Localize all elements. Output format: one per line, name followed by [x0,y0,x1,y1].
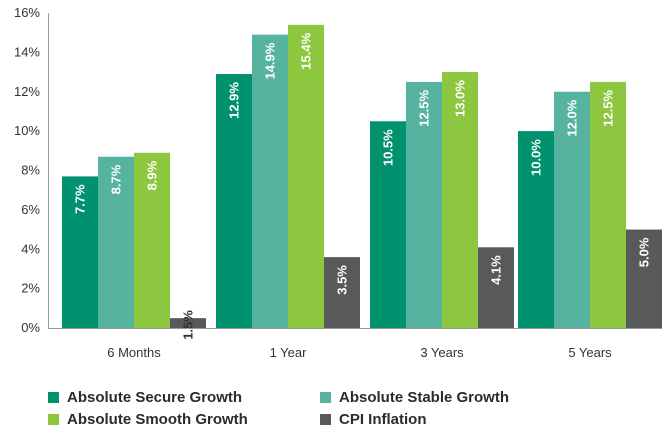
bar [370,121,406,328]
bar-group: 10.0% 12.0% 12.5% 5.0% [518,81,662,328]
legend-swatch [320,391,331,403]
bar [288,24,324,328]
y-tick-label: 0% [21,320,40,335]
data-label: 15.4% [299,32,314,69]
bar-groups: 7.7% 8.7% 8.9% 1.5% 12.9% 14.9% 15.4% 3.5% 10.5%… [62,24,662,340]
data-label: 8.7% [109,164,124,194]
bar [62,176,98,328]
data-label: 10.5% [381,129,396,166]
x-tick-label: 1 Year [270,345,308,360]
y-tick-label: 14% [14,44,40,59]
x-axis: 6 Months 1 Year 3 Years 5 Years [107,345,612,360]
legend-item: Absolute Stable Growth [320,388,580,406]
data-label: 10.0% [529,139,544,176]
bar [406,81,442,328]
bar [554,91,590,328]
legend-swatch [320,413,331,425]
bar [170,318,206,328]
legend-label: Absolute Smooth Growth [67,410,248,428]
y-axis: 0% 2% 4% 6% 8% 10% 12% 14% 16% [14,5,40,335]
data-label: 12.5% [417,89,432,126]
data-label: 12.5% [601,89,616,126]
bar [216,74,252,328]
data-label: 7.7% [73,184,88,214]
x-tick-label: 5 Years [568,345,612,360]
legend-label: Absolute Stable Growth [339,388,510,406]
x-tick-label: 3 Years [420,345,464,360]
bar-group: 10.5% 12.5% 13.0% 4.1% [370,72,514,328]
y-tick-label: 4% [21,241,40,256]
y-tick-label: 2% [21,281,40,296]
legend-item: Absolute Smooth Growth [48,410,320,428]
legend-label: Absolute Secure Growth [67,388,243,406]
legend-item: Absolute Secure Growth [48,388,320,406]
bar-group: 12.9% 14.9% 15.4% 3.5% [216,24,360,328]
bar-group: 7.7% 8.7% 8.9% 1.5% [62,152,206,340]
data-label: 14.9% [263,42,278,79]
y-tick-label: 16% [14,5,40,20]
bar [134,152,170,328]
y-tick-label: 10% [14,123,40,138]
data-label: 1.5% [181,310,196,340]
bar-chart: 0% 2% 4% 6% 8% 10% 12% 14% 16% 7.7% 8.7% 8.9% 1.5% 1… [14,5,662,360]
bar [478,247,514,328]
legend: Absolute Secure Growth Absolute Stable Gr… [48,388,608,428]
y-tick-label: 12% [14,84,40,99]
legend-swatch [48,413,59,425]
legend-item: CPI Inflation [320,410,580,428]
bar [442,72,478,328]
x-tick-label: 6 Months [107,345,161,360]
data-label: 8.9% [145,160,160,190]
bar [590,81,626,328]
y-tick-label: 8% [21,163,40,178]
data-label: 5.0% [637,237,652,267]
data-label: 12.0% [565,99,580,136]
bar [518,131,554,328]
y-tick-label: 6% [21,202,40,217]
data-label: 4.1% [489,255,504,285]
bar [324,257,360,328]
legend-label: CPI Inflation [339,410,427,428]
bar [98,156,134,328]
data-label: 13.0% [453,80,468,117]
data-label: 12.9% [227,82,242,119]
data-label: 3.5% [335,265,350,295]
legend-swatch [48,391,59,403]
bar [252,34,288,328]
bar [626,229,662,328]
